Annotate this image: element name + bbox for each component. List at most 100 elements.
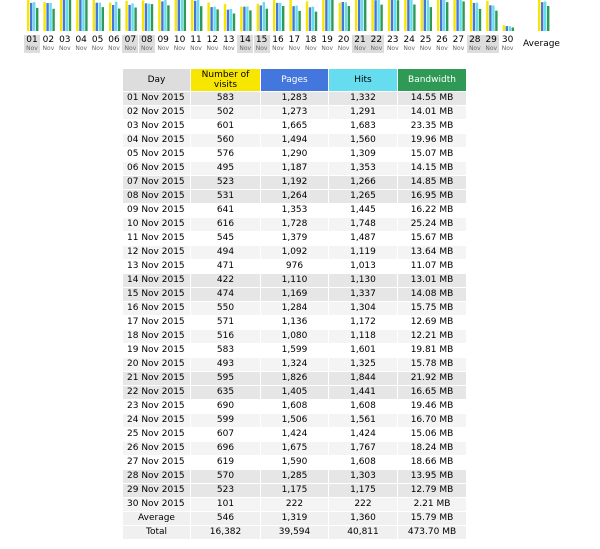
- table-row-total: Total 16,382 39,594 40,811 473.70 MB: [123, 526, 466, 539]
- bar-pages: [62, 0, 66, 31]
- x-tick-day: 07: [124, 35, 137, 45]
- cell-bandwidth: 11.07 MB: [410, 261, 454, 271]
- bar-bandwidth: [183, 0, 186, 31]
- x-tick-day: 11: [190, 35, 202, 45]
- cell-day: 14 Nov 2015: [123, 274, 190, 287]
- bar-bandwidth: [36, 7, 39, 32]
- bar-pages: [30, 2, 33, 32]
- bar-pages: [358, 0, 361, 31]
- x-tick-month: Nov: [26, 45, 38, 52]
- cell-bandwidth: 15.67 MB: [410, 233, 454, 243]
- cell-hits: 40,811: [329, 526, 397, 539]
- bar-bandwidth: [314, 11, 318, 31]
- cell-day: 10 Nov 2015: [123, 218, 190, 231]
- table-row: 05 Nov 2015 576 1,290 1,309 15.07 MB: [123, 148, 466, 161]
- bar-bandwidth: [462, 1, 465, 32]
- x-tick-month: Nov: [419, 45, 432, 52]
- cell-visits: 560: [191, 134, 260, 147]
- cell-hits: 1,172: [350, 317, 376, 327]
- cell-hits: 1,561: [329, 414, 397, 427]
- x-tick-day: 10: [173, 35, 186, 45]
- bar-bandwidth: [68, 0, 72, 31]
- bar-number-of-visits: [207, 2, 210, 31]
- cell-bandwidth: 18.24 MB: [398, 442, 466, 455]
- x-tick-day: 13: [223, 35, 235, 45]
- cell-pages: 1,169: [261, 288, 328, 301]
- table-row: 01 Nov 2015 583 1,283 1,332 14.55 MB: [123, 92, 466, 105]
- x-tick-label: 17 Nov: [286, 35, 302, 53]
- cell-pages: 1,187: [261, 162, 328, 175]
- table-row: 14 Nov 2015 422 1,110 1,130 13.01 MB: [123, 274, 466, 287]
- x-tick-label: 02 Nov: [40, 35, 56, 53]
- x-tick-month: Nov: [337, 45, 350, 52]
- x-tick-label: 22 Nov: [368, 35, 385, 53]
- cell-visits: 641: [216, 205, 235, 215]
- cell-bandwidth: 12.69 MB: [410, 317, 454, 327]
- x-tick-label: 08 Nov: [138, 35, 155, 53]
- cell-visits: 619: [216, 457, 235, 467]
- cell-hits: 1,608: [350, 401, 376, 411]
- bar-pages: [95, 2, 98, 31]
- bar-pages: [505, 26, 508, 31]
- bar-pages: [390, 0, 394, 32]
- table-row-average: Average 546 1,319 1,360 15.79 MB: [123, 512, 466, 525]
- x-tick-month: Nov: [157, 45, 170, 52]
- table-row: 28 Nov 2015 570 1,285 1,303 13.95 MB: [123, 470, 466, 483]
- x-tick-label: 26 Nov: [434, 35, 450, 53]
- cell-pages: 1,324: [261, 358, 328, 371]
- bar-hits: [164, 0, 167, 31]
- cell-day: Average: [123, 512, 190, 525]
- table-header-row: Day Number of visits Pages Hits Bandwidt…: [123, 69, 466, 91]
- bar-number-of-visits: [109, 2, 112, 31]
- x-tick-month: Nov: [222, 45, 235, 52]
- table-row: 30 Nov 2015 101 222 222 2.21 MB: [123, 498, 466, 511]
- cell-pages: 1,110: [261, 274, 328, 287]
- table-row: 22 Nov 2015 635 1,405 1,441 16.65 MB: [123, 386, 466, 399]
- cell-hits: 1,325: [329, 358, 397, 371]
- bar-pages: [423, 0, 426, 32]
- cell-day: 04 Nov 2015: [123, 134, 190, 147]
- bar-number-of-visits: [486, 0, 489, 32]
- cell-bandwidth: 13.95 MB: [398, 470, 466, 483]
- x-tick-label: 04 Nov: [73, 35, 89, 53]
- cell-visits: 570: [191, 470, 260, 483]
- x-tick-month: Nov: [173, 45, 186, 52]
- cell-pages: 1,826: [261, 372, 328, 385]
- bar-bandwidth: [396, 0, 400, 31]
- bar-number-of-visits: [420, 0, 423, 32]
- cell-bandwidth: 15.78 MB: [398, 358, 466, 371]
- bar-hits: [65, 0, 69, 31]
- x-tick-day: 18: [305, 35, 317, 45]
- cell-hits: 1,844: [329, 372, 397, 385]
- cell-bandwidth: 14.08 MB: [398, 288, 466, 301]
- cell-visits: 583: [216, 345, 235, 355]
- cell-visits: 696: [191, 442, 260, 455]
- bar-number-of-visits: [92, 0, 95, 31]
- bar-number-of-visits: [256, 3, 259, 32]
- x-tick-month: Nov: [370, 45, 383, 52]
- cell-day: 22 Nov 2015: [123, 386, 190, 399]
- bar-hits: [82, 0, 85, 31]
- cell-hits: 1,424: [350, 429, 376, 439]
- bar-hits: [393, 0, 397, 32]
- bar-bandwidth: [495, 10, 498, 31]
- x-tick-month: Nov: [239, 45, 252, 52]
- bar-hits: [213, 6, 216, 31]
- cell-pages: 1,264: [261, 190, 328, 203]
- cell-hits: 1,266: [329, 176, 397, 189]
- bar-pages: [144, 3, 148, 32]
- bar-number-of-visits: [469, 0, 473, 31]
- cell-visits: 607: [216, 429, 235, 439]
- x-tick-month: Nov: [91, 45, 104, 52]
- bar-pages: [407, 0, 410, 31]
- x-tick-day: 01: [26, 35, 38, 45]
- bar-bandwidth: [265, 8, 268, 31]
- table-row: 20 Nov 2015 493 1,324 1,325 15.78 MB: [123, 358, 466, 371]
- table-row: 04 Nov 2015 560 1,494 1,560 19.96 MB: [123, 134, 466, 147]
- x-tick-label: 18 Nov: [303, 35, 319, 53]
- table-row: 02 Nov 2015 502 1,273 1,291 14.01 MB: [123, 106, 466, 119]
- cell-visits: 601: [216, 121, 235, 131]
- x-tick-month: Nov: [124, 45, 137, 52]
- bar-hits: [246, 6, 249, 31]
- cell-visits: 616: [191, 218, 260, 231]
